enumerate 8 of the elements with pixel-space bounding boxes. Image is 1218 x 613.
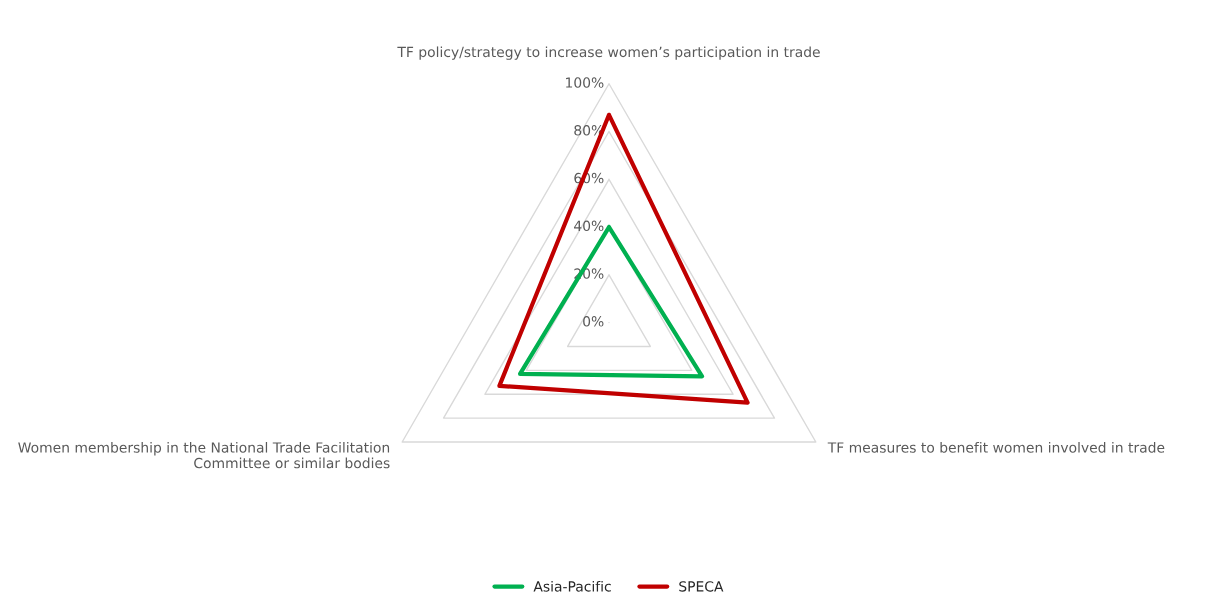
legend-label: SPECA	[679, 581, 724, 592]
spoke-label: TF measures to benefit women involved in trade	[827, 441, 1165, 453]
spoke-label: Women membership in the National Trade Facilitation Committee or similar bodies	[18, 441, 390, 469]
spoke-label: TF policy/strategy to increase women’s participation in trade	[397, 46, 820, 60]
y-tick-label: 40%	[574, 220, 604, 232]
y-tick-label: 100%	[566, 77, 604, 88]
y-tick-label: 0%	[583, 316, 604, 327]
legend-label: Asia-Pacific	[533, 580, 611, 592]
